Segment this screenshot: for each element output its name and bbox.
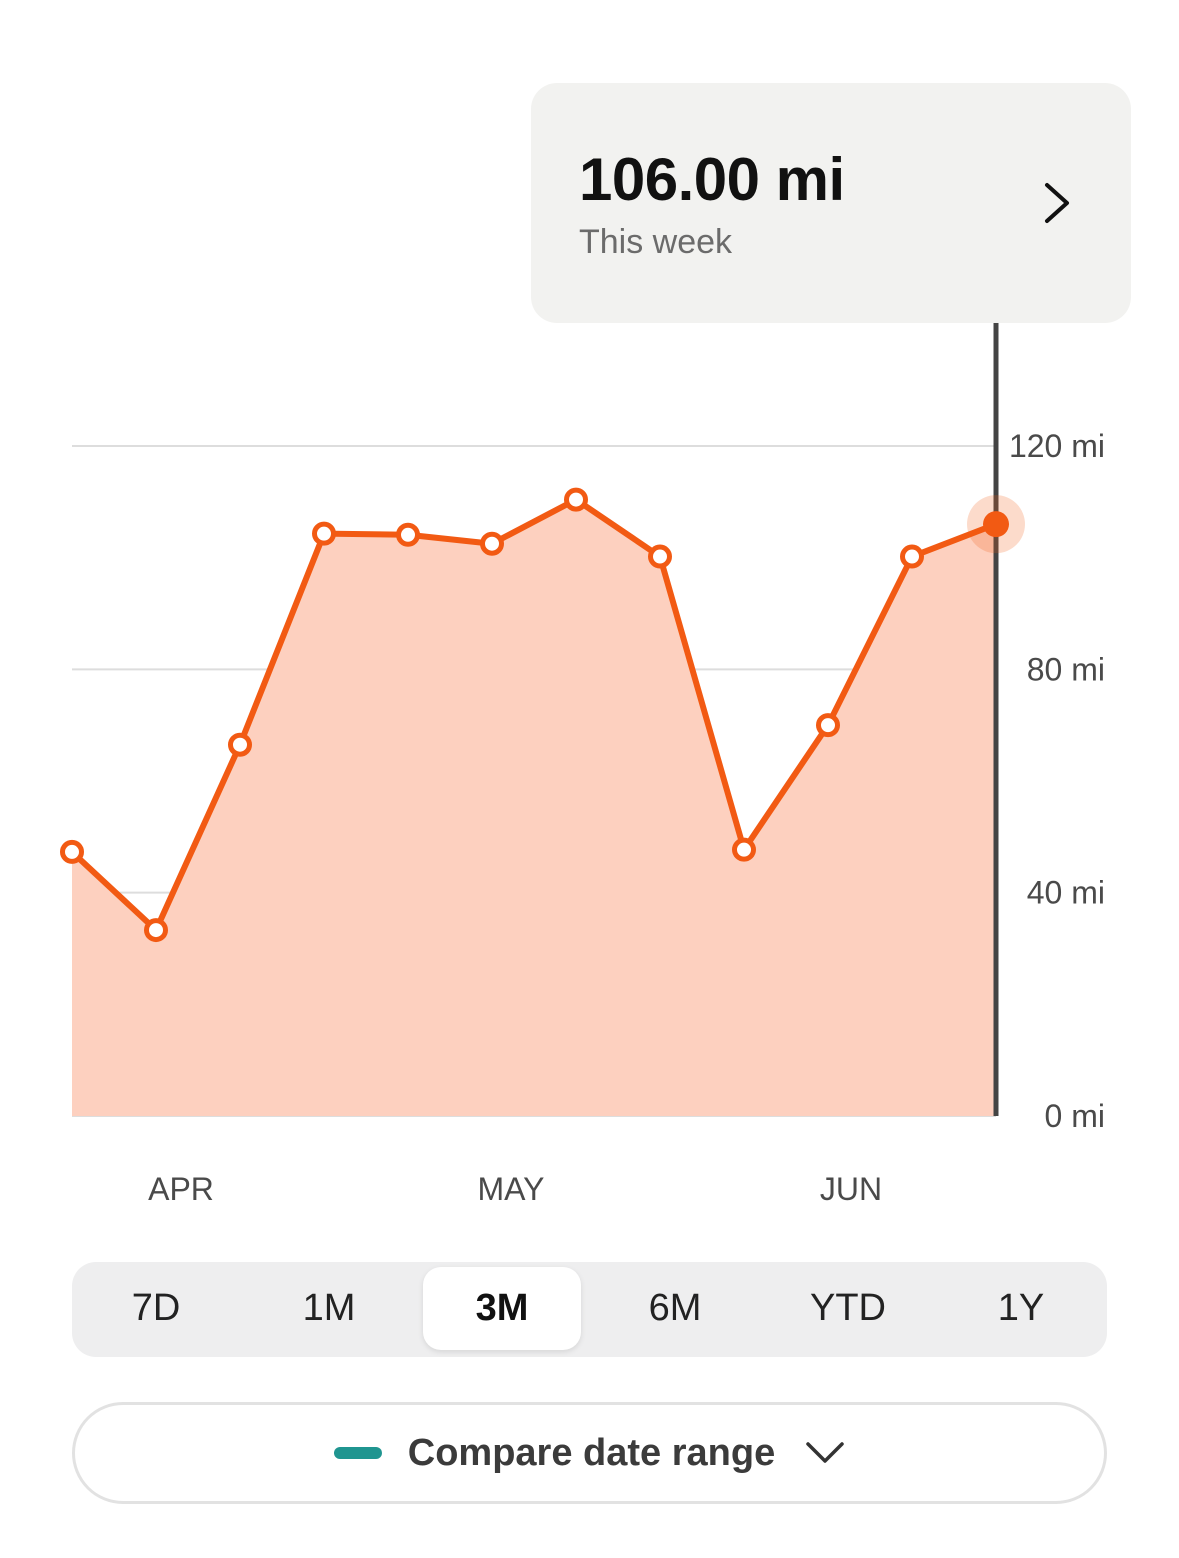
- compare-date-range-button[interactable]: Compare date range: [72, 1402, 1107, 1504]
- selected-data-point[interactable]: [983, 511, 1009, 538]
- series-line: [69, 496, 999, 934]
- x-month-label: JUN: [820, 1171, 882, 1207]
- data-point[interactable]: [480, 531, 504, 556]
- compare-legend-swatch: [333, 1447, 382, 1459]
- data-point[interactable]: [816, 713, 840, 738]
- data-point[interactable]: [396, 522, 420, 547]
- series-line-layer: [69, 496, 999, 934]
- y-axis-labels: 0 mi 40 mi 80 mi 120 mi: [1009, 428, 1105, 1134]
- distance-chart: 0 mi 40 mi 80 mi 120 mi APR MAY JUN: [60, 323, 1105, 1207]
- data-point[interactable]: [900, 544, 924, 569]
- x-axis-labels: APR MAY JUN: [148, 1171, 882, 1207]
- data-point[interactable]: [60, 839, 84, 864]
- range-option-1y[interactable]: 1Y: [942, 1267, 1100, 1350]
- area-fill: [72, 499, 996, 1117]
- area-fill-layer: [72, 499, 996, 1117]
- data-point[interactable]: [648, 544, 672, 569]
- data-points-layer[interactable]: [60, 487, 1026, 943]
- range-option-ytd[interactable]: YTD: [769, 1267, 927, 1350]
- range-option-3m[interactable]: 3M: [423, 1267, 581, 1350]
- data-point[interactable]: [312, 521, 336, 546]
- range-option-7d[interactable]: 7D: [77, 1267, 235, 1350]
- data-point[interactable]: [564, 487, 588, 512]
- compare-date-range-label: Compare date range: [407, 1431, 776, 1474]
- range-option-1m[interactable]: 1M: [250, 1267, 408, 1350]
- chevron-down-icon: [806, 1442, 844, 1463]
- x-month-label: MAY: [478, 1171, 545, 1207]
- x-month-label: APR: [148, 1171, 214, 1207]
- y-tick-label: 80 mi: [1027, 651, 1105, 687]
- y-tick-label: 120 mi: [1009, 428, 1105, 464]
- data-point[interactable]: [732, 837, 756, 862]
- week-label: This week: [579, 223, 733, 261]
- time-range-selector: 7D 1M 3M 6M YTD 1Y: [72, 1262, 1107, 1357]
- data-point[interactable]: [144, 918, 168, 943]
- week-summary-card[interactable]: 106.00 mi This week: [531, 83, 1131, 323]
- y-tick-label: 40 mi: [1027, 875, 1105, 911]
- y-tick-label: 0 mi: [1045, 1098, 1105, 1134]
- chevron-right-icon: [1045, 183, 1069, 223]
- week-distance-value: 106.00 mi: [579, 146, 845, 213]
- range-option-6m[interactable]: 6M: [596, 1267, 754, 1350]
- data-point[interactable]: [228, 732, 252, 757]
